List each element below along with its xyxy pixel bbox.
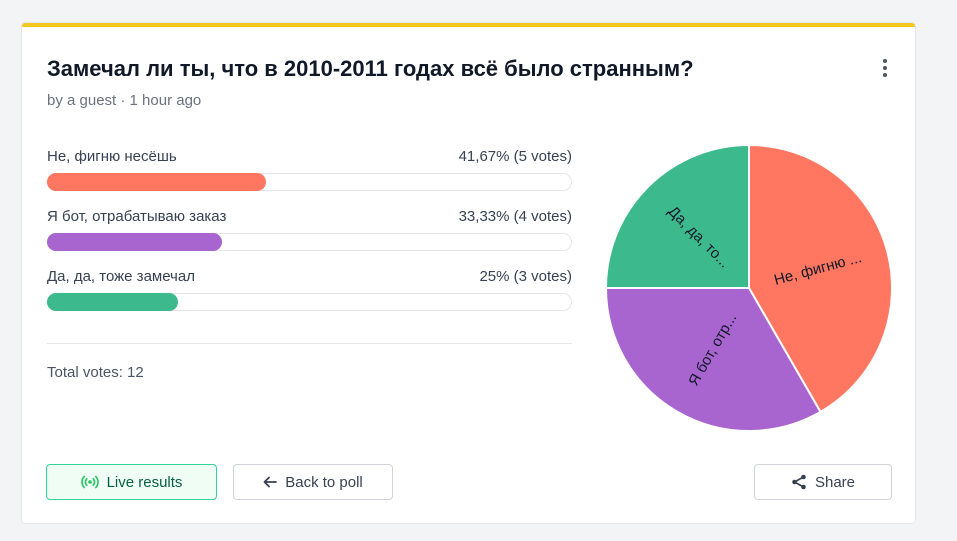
option-result: 25% (3 votes) <box>479 268 572 285</box>
result-option: Я бот, отрабатываю заказ 33,33% (4 votes… <box>47 206 572 266</box>
share-button[interactable]: Share <box>754 464 892 500</box>
poll-meta: by a guest · 1 hour ago <box>47 92 202 109</box>
pie-slice <box>604 143 750 289</box>
result-option: Да, да, тоже замечал 25% (3 votes) <box>47 266 572 326</box>
broadcast-icon <box>80 475 99 489</box>
progress-track <box>47 233 572 251</box>
progress-fill <box>47 233 222 251</box>
back-to-poll-button[interactable]: Back to poll <box>233 464 393 500</box>
progress-track <box>47 173 572 191</box>
progress-fill <box>47 173 266 191</box>
live-results-button[interactable]: Live results <box>46 464 217 500</box>
progress-fill <box>47 293 179 311</box>
live-results-label: Live results <box>106 473 183 491</box>
divider <box>47 343 572 344</box>
arrow-left-icon <box>263 476 278 488</box>
accent-bar <box>22 23 915 27</box>
share-label: Share <box>814 473 856 491</box>
option-result: 41,67% (5 votes) <box>458 148 572 165</box>
option-label: Не, фигню несёшь <box>47 148 177 165</box>
results-list: Не, фигню несёшь 41,67% (5 votes) Я бот,… <box>47 146 572 326</box>
option-result: 33,33% (4 votes) <box>458 208 572 225</box>
back-to-poll-label: Back to poll <box>285 473 363 491</box>
pie-slice <box>604 287 822 432</box>
more-options-icon[interactable] <box>879 59 891 77</box>
progress-track <box>47 293 572 311</box>
option-label: Я бот, отрабатываю заказ <box>47 208 227 225</box>
option-label: Да, да, тоже замечал <box>47 268 195 285</box>
share-icon <box>792 474 806 490</box>
total-votes: Total votes: 12 <box>47 364 144 381</box>
pie-chart: Не, фигню ...Я бот, отр...Да, да, то... <box>604 143 893 432</box>
pie-slice <box>748 143 893 414</box>
result-option: Не, фигню несёшь 41,67% (5 votes) <box>47 146 572 206</box>
poll-card: Замечал ли ты, что в 2010-2011 годах всё… <box>21 22 916 524</box>
poll-title: Замечал ли ты, что в 2010-2011 годах всё… <box>47 56 694 81</box>
